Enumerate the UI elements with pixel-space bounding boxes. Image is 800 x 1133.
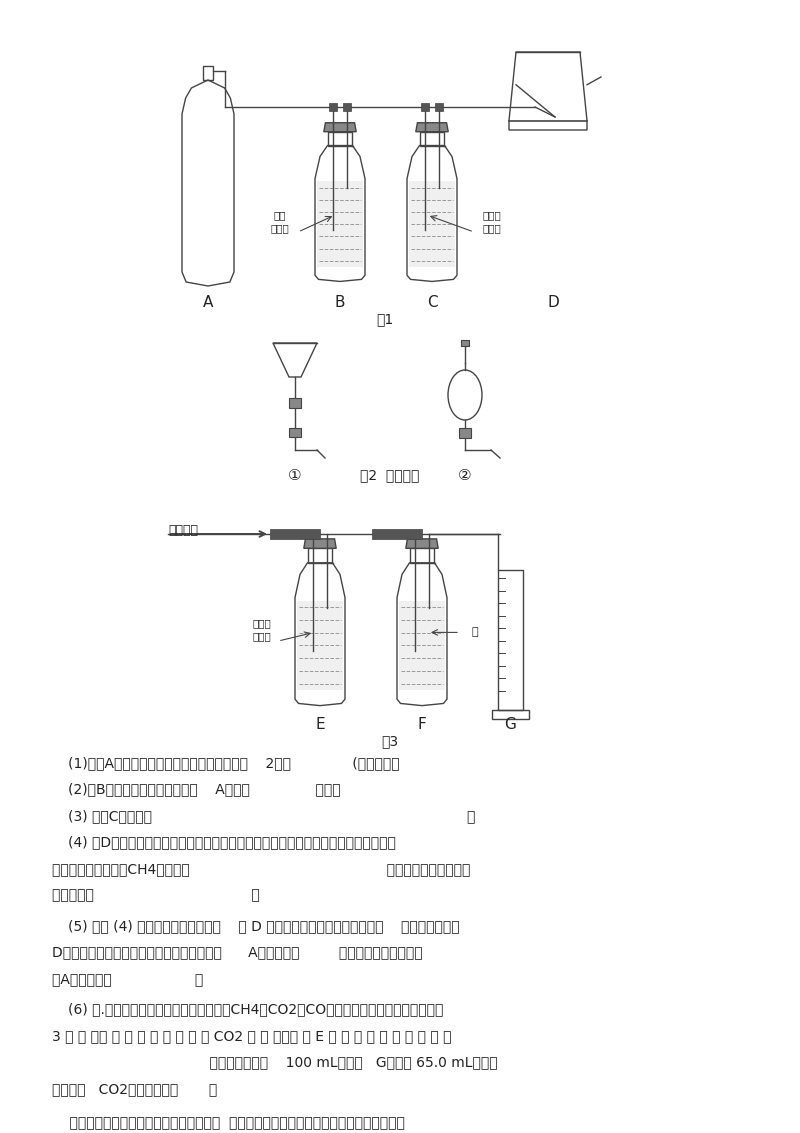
Text: 到的气体中一定含有CH4，理由是                                             ，要排除这种干扰可采: 到的气体中一定含有CH4，理由是 ，要排除这种干扰可采	[52, 862, 470, 876]
Text: D: D	[547, 295, 559, 310]
Text: G: G	[504, 717, 516, 732]
Bar	[420, 131, 444, 145]
Text: (6) 经.过进一步探究得知，收集的气体是CH4、CO2、CO的混合物，这几位同学拟用如图: (6) 经.过进一步探究得知，收集的气体是CH4、CO2、CO的混合物，这几位同…	[68, 1003, 443, 1016]
Bar	[297, 600, 343, 690]
Text: 取样气体: 取样气体	[168, 523, 198, 537]
Text: F: F	[418, 717, 426, 732]
Text: 澄清
石灰水: 澄清 石灰水	[270, 211, 290, 233]
Bar	[435, 103, 443, 111]
Text: B: B	[334, 295, 346, 310]
Text: 图1: 图1	[376, 312, 394, 326]
Bar	[461, 340, 469, 346]
Text: C: C	[426, 295, 438, 310]
Bar	[399, 600, 445, 690]
Bar	[372, 529, 422, 539]
Bar	[343, 103, 351, 111]
Text: (2)若B中石灰水变浑浊，则说明    A中含有               气体。: (2)若B中石灰水变浑浊，则说明 A中含有 气体。	[68, 783, 341, 796]
Bar	[491, 710, 529, 719]
Bar	[317, 181, 363, 267]
Bar	[421, 103, 429, 111]
Text: D处倒扣干冷的烧杯，若杯壁有水雾，则证明      A中肯定含有         ，若杯壁无水雾，则证: D处倒扣干冷的烧杯，若杯壁有水雾，则证明 A中肯定含有 ，若杯壁无水雾，则证	[52, 946, 422, 960]
Text: (5) 采取 (4) 中的排除干扰措施后，    在 D 处倒扣涂有澄清石灰水的烧杯，    出现浑浊，再在: (5) 采取 (4) 中的排除干扰措施后， 在 D 处倒扣涂有澄清石灰水的烧杯，…	[68, 919, 460, 932]
Text: (4) 若D处倒扣的是干冷的大烧杯，杯壁有水雾出现，有同学认为此现象不能证明收集: (4) 若D处倒扣的是干冷的大烧杯，杯壁有水雾出现，有同学认为此现象不能证明收集	[68, 835, 396, 850]
Text: 样气体中   CO2体积含量约为       。: 样气体中 CO2体积含量约为 。	[52, 1082, 218, 1096]
Text: 图2  注水装置: 图2 注水装置	[360, 468, 420, 482]
Text: (3) 装置C的作用是                                                                     : (3) 装置C的作用是	[68, 809, 475, 823]
Bar	[409, 181, 455, 267]
Polygon shape	[324, 122, 356, 131]
Polygon shape	[406, 539, 438, 548]
Text: 。若取样气体为    100 mL，装置   G读数为 65.0 mL，则取: 。若取样气体为 100 mL，装置 G读数为 65.0 mL，则取	[52, 1056, 498, 1070]
Text: ①: ①	[288, 468, 302, 483]
Text: 取的措施是                                    。: 取的措施是 。	[52, 888, 260, 903]
Bar	[459, 428, 471, 438]
Bar	[270, 529, 320, 539]
Polygon shape	[304, 539, 336, 548]
Text: A: A	[203, 295, 213, 310]
Text: (1)要将A中的气体通入后面的装置中，应选图    2中的              (填序号）。: (1)要将A中的气体通入后面的装置中，应选图 2中的 (填序号）。	[68, 756, 400, 770]
Text: 明A中肯定含有                   。: 明A中肯定含有 。	[52, 972, 203, 986]
Bar	[410, 548, 434, 563]
Text: E: E	[315, 717, 325, 732]
Text: 解析：【收集气体】根据图示，可判断收  集气体的方法为排水集气法；要使收集的口部面: 解析：【收集气体】根据图示，可判断收 集气体的方法为排水集气法；要使收集的口部面	[52, 1116, 405, 1131]
Text: 图3: 图3	[382, 734, 398, 748]
Bar	[289, 398, 301, 408]
Bar	[498, 570, 522, 710]
Text: 水: 水	[472, 628, 478, 638]
Text: 氢氧化
钠溶液: 氢氧化 钠溶液	[482, 211, 502, 233]
Text: 3 装 置 ，粗 略 测 定 取 样 气 体 中 CO2 的 含 量。装 置 E 中 发 生 的 化 学 方 程 式 是: 3 装 置 ，粗 略 测 定 取 样 气 体 中 CO2 的 含 量。装 置 E…	[52, 1029, 451, 1043]
Text: ②: ②	[458, 468, 472, 483]
Bar	[308, 548, 332, 563]
Bar	[289, 428, 301, 437]
Text: 氢氧化
钠溶液: 氢氧化 钠溶液	[253, 617, 271, 641]
Bar	[328, 131, 352, 145]
Polygon shape	[416, 122, 448, 131]
Bar	[329, 103, 337, 111]
